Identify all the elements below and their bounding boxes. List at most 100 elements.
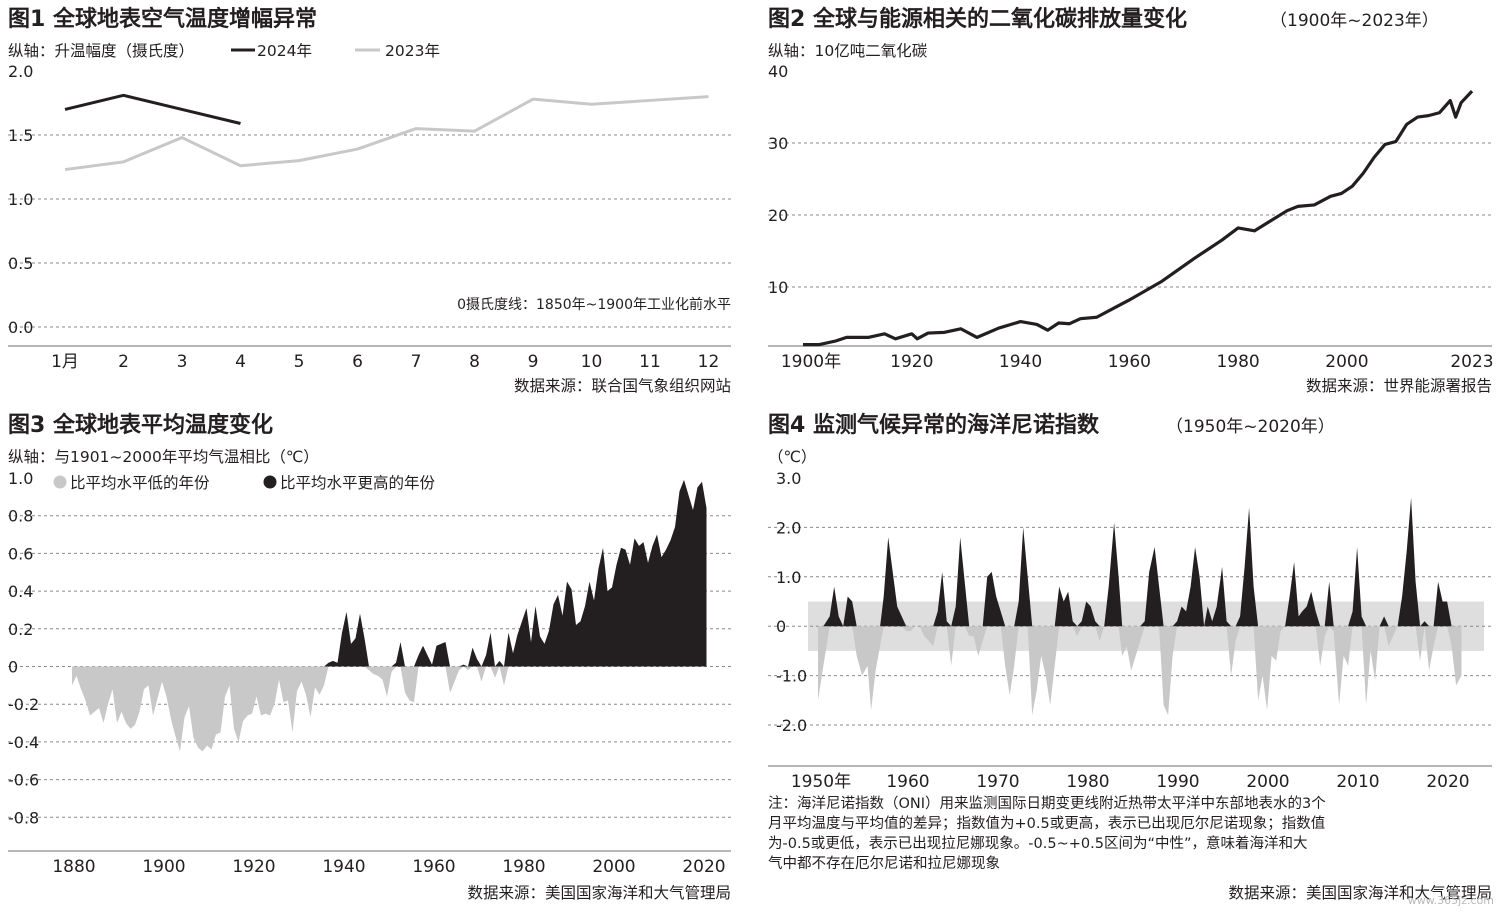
fig1-x-tick-label: 9 xyxy=(528,352,539,372)
fig3-x-tick-label: 2020 xyxy=(682,857,725,877)
fig2-x-tick-label: 1940 xyxy=(999,352,1042,372)
fig2-title-sub: （1900年~2023年） xyxy=(1270,11,1439,31)
fig4-area-la-nina xyxy=(818,626,1462,716)
fig4-y-tick-label: 0 xyxy=(776,617,786,636)
fig3-x-tick-label: 1960 xyxy=(412,857,455,877)
fig1-baseline-note: 0摄氏度线：1850年~1900年工业化前水平 xyxy=(457,296,731,313)
fig1-x-tick-label: 5 xyxy=(294,352,305,372)
fig2-title: 图2 全球与能源相关的二氧化碳排放量变化 xyxy=(768,6,1187,32)
fig2-x-axis: 1900年 1920 1940 1960 1980 2000 2023 xyxy=(781,352,1494,372)
fig3-axis-note: 纵轴：与1901~2000年平均气温相比（℃） xyxy=(8,448,319,466)
fig3-y-tick-label: 1.0 xyxy=(8,469,33,488)
fig1-x-tick-label: 11 xyxy=(639,352,661,372)
fig3-area-above-average xyxy=(72,479,707,667)
fig2-gridlines xyxy=(768,142,1492,347)
fig3-y-tick-label: -0.8 xyxy=(8,808,39,827)
fig2-x-tick-label: 1980 xyxy=(1216,352,1259,372)
fig4-note-line: 月平均温度与平均值的差异；指数值为+0.5或更高，表示已出现厄尔尼诺现象；指数值 xyxy=(768,815,1325,832)
fig2-co2-line xyxy=(803,90,1474,347)
fig1-line-2024年 xyxy=(64,93,241,125)
fig1-y-tick-label: 2.0 xyxy=(8,62,33,81)
fig4-y-axis: 3.0 2.0 1.0 0 -1.0 -2.0 xyxy=(776,469,807,735)
fig1-title: 图1 全球地表空气温度增幅异常 xyxy=(8,6,317,32)
fig3-area-below-average xyxy=(72,666,707,752)
fig1-x-tick-label: 10 xyxy=(581,352,603,372)
fig2-x-tick-label: 1900年 xyxy=(781,352,841,372)
fig2-x-tick-label: 2000 xyxy=(1325,352,1368,372)
fig3-legend-low-label: 比平均水平低的年份 xyxy=(70,474,210,492)
fig1-legend-2024-label: 2024年 xyxy=(257,42,312,60)
fig4-y-tick-label: 1.0 xyxy=(776,568,801,587)
fig3-x-tick-label: 2000 xyxy=(592,857,635,877)
fig4-x-axis: 1950年 1960 1970 1980 1990 2000 2010 2020 xyxy=(791,772,1470,792)
fig2-y-tick-label: 10 xyxy=(768,278,788,297)
fig4-area-el-nino xyxy=(818,497,1462,627)
fig1-x-axis: 1月 2 3 4 5 6 7 8 9 10 11 12 xyxy=(51,352,719,372)
fig4-note-line: 为-0.5或更低，表示已出现拉尼娜现象。-0.5~+0.5区间为“中性”，意味着… xyxy=(768,834,1307,852)
fig3-y-tick-label: 0.6 xyxy=(8,544,33,563)
fig1-legend-2023-label: 2023年 xyxy=(385,42,440,60)
fig3-legend-low-swatch xyxy=(53,475,67,489)
fig1-x-tick-label: 6 xyxy=(352,352,363,372)
fig3-panel: 图3 全球地表平均温度变化 纵轴：与1901~2000年平均气温相比（℃） 1.… xyxy=(8,412,731,902)
fig1-series xyxy=(64,93,709,172)
fig4-title-sub: （1950年~2020年） xyxy=(1166,417,1335,437)
fig4-panel: 图4 监测气候异常的海洋尼诺指数 （1950年~2020年） （℃） 3.0 2.… xyxy=(768,412,1494,907)
fig4-title: 图4 监测气候异常的海洋尼诺指数 xyxy=(768,412,1100,438)
fig2-axis-note: 纵轴：10亿吨二氧化碳 xyxy=(768,42,928,60)
fig3-y-tick-label: 0.8 xyxy=(8,507,33,526)
fig3-legend-high-swatch xyxy=(263,475,277,489)
fig2-x-tick-label: 2023 xyxy=(1450,352,1493,372)
fig4-series xyxy=(818,497,1462,716)
fig1-gridlines xyxy=(8,134,731,347)
fig4-y-tick-label: 3.0 xyxy=(776,469,801,488)
fig1-y-tick-label: 0.5 xyxy=(8,254,33,273)
fig3-series xyxy=(72,479,707,752)
fig4-note-line: 注：海洋尼诺指数（ONI）用来监测国际日期变更线附近热带太平洋中东部地表水的3个 xyxy=(768,795,1326,812)
fig2-x-tick-label: 1960 xyxy=(1108,352,1151,372)
fig1-line-2023年 xyxy=(64,95,709,172)
fig4-x-tick-label: 2000 xyxy=(1246,772,1289,792)
fig3-y-tick-label: -0.6 xyxy=(8,771,39,790)
fig1-axis-note: 纵轴：升温幅度（摄氏度） xyxy=(8,42,194,60)
fig4-note: 注：海洋尼诺指数（ONI）用来监测国际日期变更线附近热带太平洋中东部地表水的3个… xyxy=(768,795,1326,872)
fig1-panel: 图1 全球地表空气温度增幅异常 纵轴：升温幅度（摄氏度） 2024年 2023年… xyxy=(8,6,731,395)
fig1-x-tick-label: 3 xyxy=(177,352,188,372)
watermark-text: www.365jz.com xyxy=(1408,894,1494,907)
fig4-y-tick-label: -2.0 xyxy=(776,716,807,735)
fig4-x-tick-label: 2010 xyxy=(1336,772,1379,792)
fig3-title: 图3 全球地表平均温度变化 xyxy=(8,412,273,438)
fig4-x-tick-label: 1950年 xyxy=(791,772,851,792)
fig3-y-tick-label: 0.2 xyxy=(8,620,33,639)
fig4-x-tick-label: 1970 xyxy=(976,772,1019,792)
fig1-y-tick-label: 0.0 xyxy=(8,318,33,337)
fig4-x-tick-label: 1980 xyxy=(1066,772,1109,792)
fig3-y-tick-label: -0.2 xyxy=(8,695,39,714)
fig3-x-axis: 1880 1900 1920 1940 1960 1980 2000 2020 xyxy=(52,857,725,877)
fig1-x-tick-label: 1月 xyxy=(51,352,79,372)
fig3-x-tick-label: 1900 xyxy=(142,857,185,877)
fig4-x-tick-label: 1960 xyxy=(886,772,929,792)
fig4-note-line: 气中都不存在厄尔尼诺和拉尼娜现象 xyxy=(768,855,1000,872)
fig3-x-tick-label: 1920 xyxy=(232,857,275,877)
fig2-panel: 图2 全球与能源相关的二氧化碳排放量变化 （1900年~2023年） 纵轴：10… xyxy=(768,6,1494,395)
fig3-y-tick-label: -0.4 xyxy=(8,733,39,752)
fig1-y-tick-label: 1.0 xyxy=(8,190,33,209)
fig4-y-tick-label: 2.0 xyxy=(776,518,801,537)
fig1-x-tick-label: 2 xyxy=(118,352,129,372)
fig1-x-tick-label: 4 xyxy=(235,352,246,372)
fig1-y-tick-label: 1.5 xyxy=(8,126,33,145)
fig3-y-tick-label: 0 xyxy=(8,658,18,677)
fig1-source: 数据来源：联合国气象组织网站 xyxy=(514,377,731,395)
fig3-source: 数据来源：美国国家海洋和大气管理局 xyxy=(467,884,731,902)
fig1-y-axis: 2.0 1.5 1.0 0.5 0.0 xyxy=(8,62,33,337)
fig3-y-axis: 1.0 0.8 0.6 0.4 0.2 0 -0.2 -0.4 -0.6 -0.8 xyxy=(8,469,39,827)
fig2-y-tick-label: 30 xyxy=(768,134,788,153)
fig3-legend-high-label: 比平均水平更高的年份 xyxy=(280,474,436,492)
fig1-x-tick-label: 12 xyxy=(698,352,720,372)
fig2-y-tick-label: 20 xyxy=(768,206,788,225)
fig2-y-axis: 40 30 20 10 xyxy=(768,62,788,297)
fig4-source: 数据来源：美国国家海洋和大气管理局 xyxy=(1228,884,1492,902)
fig4-x-tick-label: 2020 xyxy=(1426,772,1469,792)
